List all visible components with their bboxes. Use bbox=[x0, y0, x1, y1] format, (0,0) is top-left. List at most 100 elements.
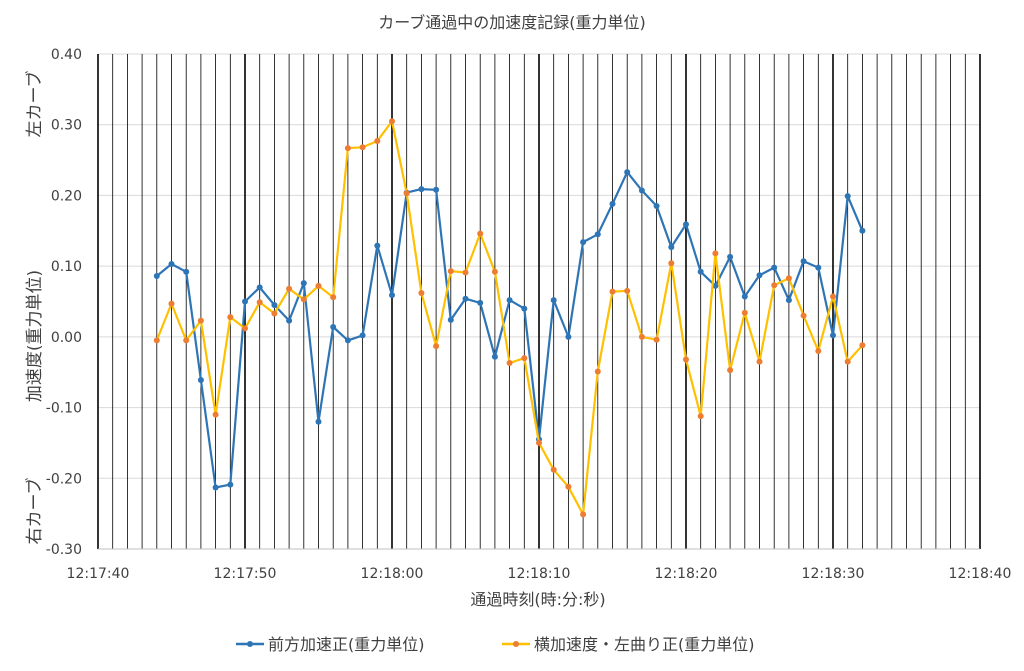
data-point bbox=[212, 411, 219, 418]
legend-item-front: 前方加速正(重力単位) bbox=[236, 635, 425, 654]
data-point bbox=[271, 302, 278, 308]
data-point bbox=[168, 300, 175, 307]
y-axis-label-top: 左カーブ bbox=[24, 71, 45, 138]
y-tick-label: 0.30 bbox=[51, 118, 82, 134]
y-tick-label: -0.30 bbox=[46, 542, 82, 558]
data-point bbox=[330, 324, 337, 330]
data-point bbox=[800, 312, 807, 319]
data-point bbox=[594, 231, 601, 238]
legend-label-lateral: 横加速度・左曲り正(重力単位) bbox=[534, 635, 755, 654]
data-point bbox=[844, 358, 851, 365]
data-point bbox=[741, 309, 748, 316]
x-axis-label: 通過時刻(時:分:秒) bbox=[470, 590, 605, 609]
data-point bbox=[815, 264, 822, 271]
data-point bbox=[197, 377, 204, 383]
data-point bbox=[315, 418, 322, 425]
data-point bbox=[153, 337, 160, 344]
data-point bbox=[197, 317, 204, 324]
y-axis-label: 加速度(重力単位) bbox=[25, 270, 45, 402]
data-point bbox=[727, 367, 734, 374]
data-point bbox=[697, 413, 704, 420]
data-point bbox=[418, 186, 425, 193]
data-point bbox=[859, 227, 866, 234]
data-point bbox=[374, 138, 381, 144]
data-point bbox=[506, 297, 513, 304]
data-point bbox=[477, 230, 484, 237]
series-lateral-acceleration bbox=[153, 118, 866, 518]
series-front-acceleration bbox=[153, 169, 866, 491]
data-point bbox=[286, 317, 293, 324]
data-point bbox=[785, 297, 792, 304]
data-point bbox=[683, 221, 689, 228]
x-tick-label: 12:18:20 bbox=[655, 566, 718, 582]
data-point bbox=[491, 353, 498, 360]
data-point bbox=[256, 299, 263, 306]
x-tick-label: 12:18:40 bbox=[949, 566, 1012, 582]
data-point bbox=[447, 268, 454, 275]
data-point bbox=[859, 342, 866, 349]
data-point bbox=[389, 118, 395, 125]
data-point bbox=[389, 292, 395, 299]
data-point bbox=[624, 169, 631, 176]
data-point bbox=[433, 186, 440, 193]
data-point bbox=[697, 268, 704, 275]
data-point bbox=[227, 314, 234, 321]
data-point bbox=[624, 287, 631, 294]
data-point bbox=[727, 253, 734, 260]
data-point bbox=[315, 282, 322, 289]
y-tick-label: -0.10 bbox=[46, 401, 82, 417]
data-point bbox=[771, 282, 778, 289]
data-point bbox=[712, 282, 719, 289]
x-tick-label: 12:18:00 bbox=[361, 566, 424, 582]
y-axis-label-bottom: 右カーブ bbox=[24, 478, 45, 545]
data-point bbox=[447, 316, 454, 323]
chart-title: カーブ通過中の加速度記録(重力単位) bbox=[378, 13, 646, 32]
data-point bbox=[830, 332, 836, 339]
x-tick-label: 12:18:30 bbox=[802, 566, 865, 582]
data-point bbox=[462, 295, 469, 302]
data-point bbox=[300, 280, 307, 287]
data-point bbox=[800, 258, 807, 265]
data-point bbox=[212, 484, 219, 491]
x-tick-label: 12:18:10 bbox=[508, 566, 571, 582]
data-point bbox=[565, 333, 572, 340]
data-point bbox=[580, 511, 587, 518]
data-point bbox=[653, 336, 660, 343]
x-tick-label: 12:17:50 bbox=[214, 566, 277, 582]
data-point bbox=[550, 466, 557, 473]
y-tick-label: -0.20 bbox=[46, 471, 82, 487]
x-tick-labels: 12:17:40 12:17:50 12:18:00 12:18:10 12:18:20… bbox=[67, 566, 1012, 582]
data-point bbox=[756, 358, 763, 365]
data-point bbox=[683, 356, 689, 363]
data-point bbox=[183, 268, 190, 275]
x-tick-label: 12:17:40 bbox=[67, 566, 130, 582]
data-point bbox=[477, 299, 484, 306]
legend-marker-front bbox=[247, 641, 253, 647]
data-point bbox=[741, 293, 748, 300]
data-point bbox=[183, 337, 190, 344]
data-point bbox=[403, 190, 410, 197]
legend-item-lateral: 横加速度・左曲り正(重力単位) bbox=[502, 635, 755, 654]
data-point bbox=[638, 333, 645, 340]
data-point bbox=[330, 294, 337, 301]
y-tick-label: 0.00 bbox=[51, 330, 82, 346]
data-point bbox=[227, 481, 234, 488]
data-point bbox=[344, 337, 351, 344]
data-point bbox=[580, 239, 587, 246]
series-group bbox=[153, 118, 866, 518]
data-point bbox=[830, 293, 836, 300]
data-point bbox=[785, 275, 792, 282]
data-point bbox=[300, 296, 307, 303]
data-point bbox=[521, 355, 528, 362]
data-point bbox=[418, 290, 425, 296]
data-point bbox=[668, 244, 675, 251]
data-point bbox=[550, 297, 557, 304]
y-tick-label: 0.40 bbox=[51, 47, 82, 63]
data-point bbox=[815, 348, 822, 354]
data-point bbox=[638, 187, 645, 194]
data-point bbox=[653, 203, 660, 209]
data-point bbox=[491, 268, 498, 275]
data-point bbox=[594, 368, 601, 375]
data-point bbox=[256, 284, 263, 291]
